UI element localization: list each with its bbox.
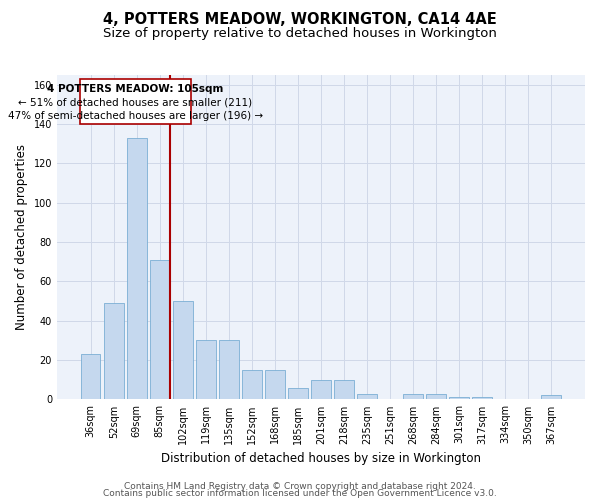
Bar (541, 396, 561, 400)
Text: 47% of semi-detached houses are larger (196) →: 47% of semi-detached houses are larger (… (8, 111, 263, 121)
X-axis label: Distribution of detached houses by size in Workington: Distribution of detached houses by size … (161, 452, 481, 465)
Bar (288, 388, 308, 400)
Bar (449, 398, 469, 400)
Bar (472, 398, 492, 400)
Text: Contains public sector information licensed under the Open Government Licence v3: Contains public sector information licen… (103, 490, 497, 498)
Bar (81, 354, 100, 400)
Text: 4 POTTERS MEADOW: 105sqm: 4 POTTERS MEADOW: 105sqm (47, 84, 224, 94)
Bar (242, 370, 262, 400)
Text: 4, POTTERS MEADOW, WORKINGTON, CA14 4AE: 4, POTTERS MEADOW, WORKINGTON, CA14 4AE (103, 12, 497, 28)
Bar (357, 394, 377, 400)
Bar (104, 303, 124, 400)
Bar (150, 260, 170, 400)
Y-axis label: Number of detached properties: Number of detached properties (15, 144, 28, 330)
Bar (173, 301, 193, 400)
Bar (426, 394, 446, 400)
FancyBboxPatch shape (80, 79, 191, 124)
Text: ← 51% of detached houses are smaller (211): ← 51% of detached houses are smaller (21… (19, 98, 253, 108)
Bar (127, 138, 146, 400)
Bar (219, 340, 239, 400)
Bar (265, 370, 284, 400)
Bar (311, 380, 331, 400)
Bar (403, 394, 423, 400)
Text: Contains HM Land Registry data © Crown copyright and database right 2024.: Contains HM Land Registry data © Crown c… (124, 482, 476, 491)
Text: Size of property relative to detached houses in Workington: Size of property relative to detached ho… (103, 28, 497, 40)
Bar (196, 340, 215, 400)
Bar (334, 380, 354, 400)
